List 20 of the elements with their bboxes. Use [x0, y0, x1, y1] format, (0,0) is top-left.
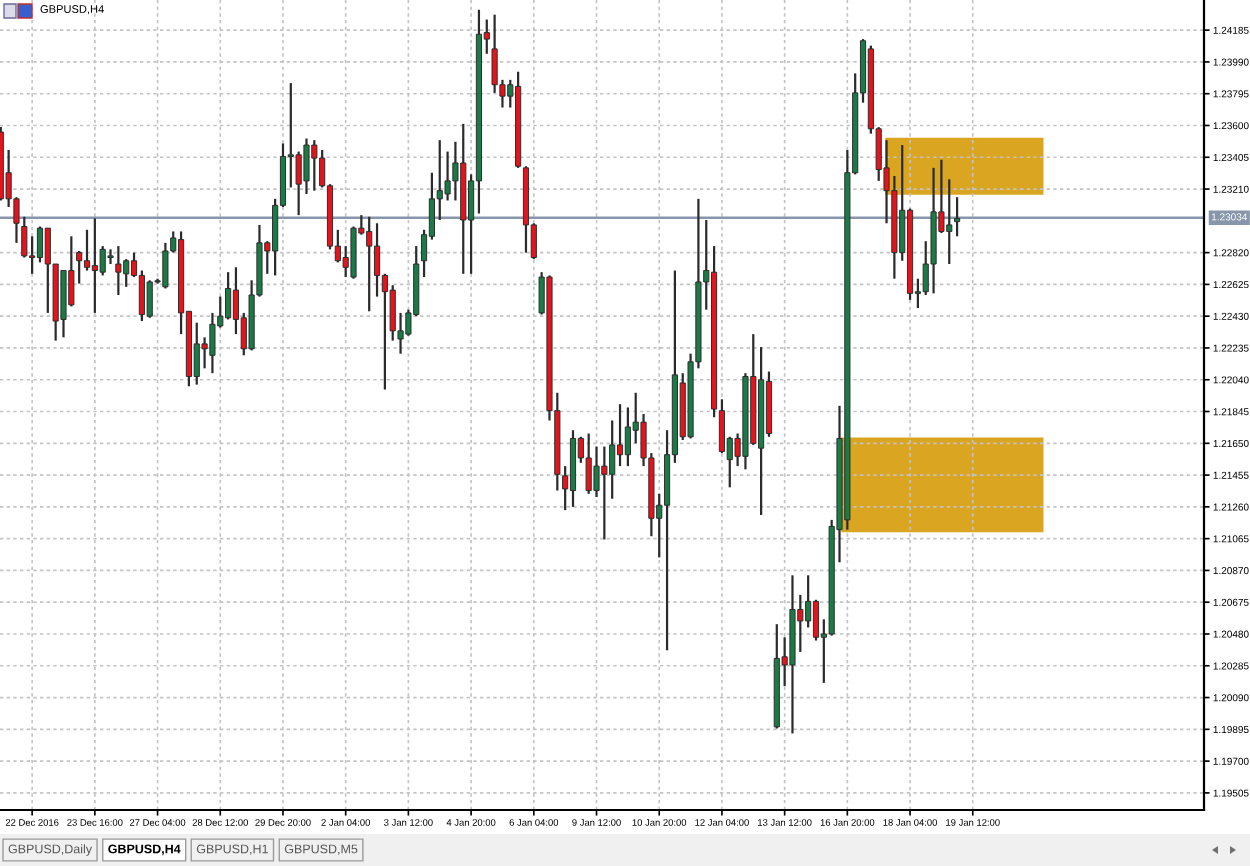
candlestick	[83, 228, 91, 272]
candlestick	[624, 406, 631, 468]
candlestick	[954, 196, 961, 238]
candlestick	[146, 279, 153, 319]
candlestick	[311, 139, 318, 192]
candlestick	[718, 398, 726, 455]
candlestick	[616, 403, 624, 468]
candlestick	[585, 432, 592, 495]
candlestick	[225, 271, 232, 321]
candlestick	[115, 244, 122, 297]
candlestick	[91, 217, 98, 315]
candlestick	[373, 222, 381, 298]
candlestick	[44, 227, 51, 315]
candlestick	[601, 445, 608, 541]
candlestick	[366, 215, 373, 313]
candlestick	[123, 258, 130, 288]
candlestick	[609, 419, 616, 500]
candlestick	[812, 598, 820, 642]
candlestick	[36, 225, 44, 264]
candlestick	[946, 178, 953, 266]
